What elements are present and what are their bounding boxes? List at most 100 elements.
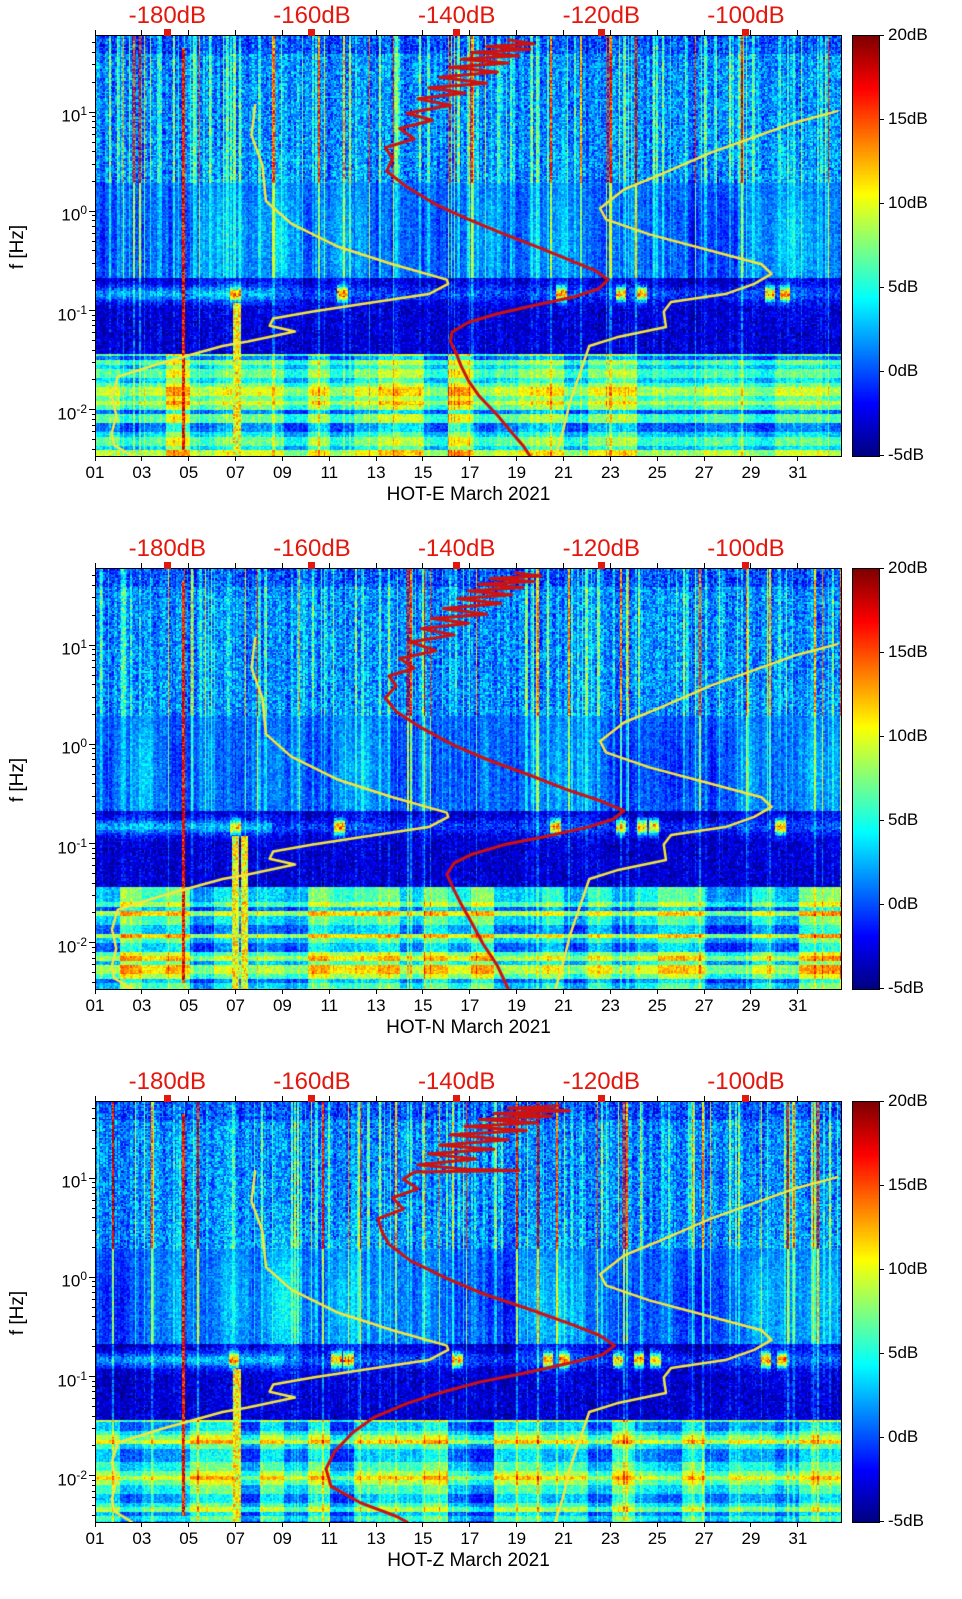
x-tick-top: [797, 1096, 799, 1101]
y-minor-tick: [92, 349, 95, 351]
y-minor-tick: [92, 1207, 95, 1209]
colorbar-tick: [880, 1352, 884, 1354]
colorbar-tick-label: 15dB: [888, 1175, 928, 1194]
x-tick-top: [188, 563, 190, 568]
x-tick-label: 31: [788, 1529, 808, 1548]
y-minor-tick: [92, 64, 95, 66]
top-axis-db-label: -140dB: [417, 1068, 496, 1095]
y-minor-tick: [92, 714, 95, 716]
x-tick-label: 15: [413, 463, 433, 482]
colorbar-tick-label: 15dB: [888, 642, 928, 661]
y-minor-tick: [92, 226, 95, 228]
x-tick-top: [375, 30, 377, 35]
x-tick-label: 11: [320, 463, 339, 482]
y-minor-tick: [92, 666, 95, 668]
x-tick-label: 27: [694, 1529, 714, 1548]
x-tick-top: [141, 1096, 143, 1101]
y-minor-tick: [92, 1286, 95, 1288]
colorbar-tick: [880, 735, 884, 737]
top-axis-red-tick: [308, 1095, 316, 1102]
y-minor-tick: [92, 759, 95, 761]
x-tick-label: 07: [226, 463, 246, 482]
colorbar-tick-label: -5dB: [888, 1511, 924, 1530]
x-tick-top: [797, 563, 799, 568]
x-tick: [703, 456, 705, 461]
y-minor-tick: [92, 116, 95, 118]
y-minor-tick: [92, 872, 95, 874]
y-minor-tick: [92, 51, 95, 53]
y-minor-tick: [92, 431, 95, 433]
x-tick: [375, 456, 377, 461]
y-minor-tick: [92, 852, 95, 854]
x-tick-top: [328, 1096, 330, 1101]
x-tick-top: [656, 1096, 658, 1101]
y-minor-tick: [92, 765, 95, 767]
x-tick: [469, 456, 471, 461]
x-tick-top: [281, 1096, 283, 1101]
y-minor-tick: [92, 121, 95, 123]
y-minor-tick: [92, 1479, 95, 1481]
y-tick: [89, 1276, 95, 1278]
y-minor-tick: [92, 912, 95, 914]
y-minor-tick: [92, 220, 95, 222]
colorbar-tick: [880, 987, 884, 989]
top-axis-db-label: -120dB: [562, 1068, 640, 1095]
spectrogram-heatmap-hot-z: [95, 1101, 842, 1523]
y-minor-tick: [92, 964, 95, 966]
y-minor-tick: [92, 847, 95, 849]
x-tick-label: 19: [507, 1529, 527, 1548]
x-tick: [703, 989, 705, 994]
x-tick-top: [141, 30, 143, 35]
x-tick: [750, 989, 752, 994]
y-minor-tick: [92, 773, 95, 775]
x-tick-top: [609, 563, 611, 568]
top-axis-red-tick: [597, 1095, 605, 1102]
y-minor-tick: [92, 972, 95, 974]
colorbar-tick-label: -5dB: [888, 445, 924, 464]
x-tick-top: [188, 30, 190, 35]
y-minor-tick: [92, 654, 95, 656]
x-tick-label: 21: [554, 463, 573, 482]
y-tick: [89, 942, 95, 944]
y-minor-tick: [92, 262, 95, 264]
y-minor-tick: [92, 339, 95, 341]
y-minor-tick: [92, 81, 95, 83]
y-tick-label: 101: [61, 1170, 87, 1192]
colorbar-tick-label: 0dB: [888, 894, 919, 913]
y-minor-tick: [92, 127, 95, 129]
y-minor-tick: [92, 894, 95, 896]
y-minor-tick: [92, 1247, 95, 1249]
x-tick-label: 23: [600, 463, 620, 482]
x-tick-label: 09: [272, 996, 292, 1015]
y-tick-label: 101: [61, 104, 87, 126]
colorbar-tick: [880, 819, 884, 821]
y-minor-tick: [92, 1445, 95, 1447]
x-tick: [328, 1522, 330, 1527]
y-tick: [89, 1376, 95, 1378]
x-tick: [469, 989, 471, 994]
top-axis-red-tick: [597, 29, 605, 36]
x-tick: [469, 1522, 471, 1527]
y-minor-tick: [92, 439, 95, 441]
colorbar-hot-z: [852, 1101, 880, 1523]
y-tick-label: 100: [61, 1269, 87, 1292]
y-minor-tick: [92, 42, 95, 44]
top-axis-red-tick: [163, 29, 171, 36]
y-minor-tick: [92, 1346, 95, 1348]
x-tick-label: 03: [132, 463, 152, 482]
top-axis-db-label: -180dB: [128, 1068, 207, 1095]
top-axis-red-tick: [453, 562, 461, 569]
y-minor-tick: [92, 1193, 95, 1195]
top-axis-red-tick: [163, 562, 171, 569]
x-tick-label: 07: [226, 996, 246, 1015]
top-axis-red-tick: [742, 29, 750, 36]
x-tick-label: 05: [179, 996, 199, 1015]
y-minor-tick: [92, 1292, 95, 1294]
top-axis-red-tick: [308, 29, 316, 36]
x-tick-top: [235, 30, 237, 35]
y-minor-tick: [92, 1484, 95, 1486]
x-tick-top: [422, 30, 424, 35]
x-tick: [422, 1522, 424, 1527]
x-tick-label: 07: [226, 1529, 246, 1548]
x-tick: [656, 456, 658, 461]
